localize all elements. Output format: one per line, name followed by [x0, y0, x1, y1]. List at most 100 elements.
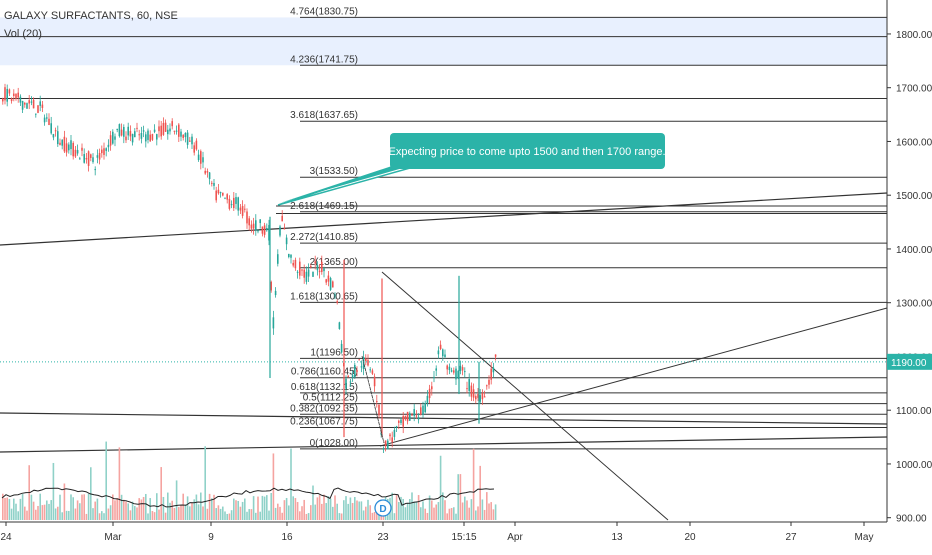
candle-body	[61, 139, 63, 146]
candle-body	[63, 136, 66, 152]
volume-bar	[184, 504, 187, 520]
candle-body	[488, 379, 490, 385]
candle-body	[48, 118, 50, 126]
volume-bar	[26, 510, 28, 520]
volume-bar	[270, 492, 272, 520]
candle-body	[103, 148, 105, 155]
volume-bar	[200, 492, 202, 520]
volume-bar	[169, 502, 171, 520]
candle-body	[360, 366, 363, 368]
volume-bar	[285, 497, 288, 520]
candle-body	[35, 113, 37, 115]
volume-bar	[43, 504, 46, 520]
fib-level-label: 1(1196.50)	[310, 347, 358, 358]
volume-bar	[266, 495, 268, 520]
volume-bar	[343, 500, 345, 520]
candle-body	[424, 403, 426, 413]
volume-bar	[19, 498, 22, 520]
candle-body	[208, 172, 211, 180]
volume-bar	[171, 500, 173, 520]
y-tick-label: 900.00	[896, 514, 927, 525]
volume-bar	[103, 513, 105, 520]
volume-bar	[488, 503, 490, 520]
volume-bar	[470, 499, 473, 520]
x-tick-label: 9	[208, 532, 214, 543]
volume-bar	[83, 494, 85, 520]
volume-bar	[158, 509, 160, 520]
volume-bar	[149, 498, 151, 520]
candle-body	[15, 93, 17, 99]
candle-body	[433, 376, 435, 378]
candle-body	[125, 136, 127, 141]
x-tick-label: 20	[684, 532, 696, 543]
fib-swing-path	[361, 355, 385, 444]
volume-bar	[241, 501, 244, 520]
candle-body	[486, 385, 488, 387]
y-tick-label: 1800.00	[896, 30, 932, 41]
volume-bar	[15, 503, 17, 520]
x-tick-label: Apr	[507, 532, 523, 543]
volume-bar	[358, 501, 360, 520]
volume-label: Vol (20)	[4, 28, 42, 40]
candle-body	[109, 135, 112, 146]
candle-body	[257, 230, 259, 232]
volume-bar	[195, 494, 198, 520]
volume-bar	[345, 496, 347, 520]
trend-line-rising	[379, 307, 888, 447]
volume-bar	[129, 510, 132, 520]
candle-body	[136, 127, 138, 129]
volume-bar	[109, 505, 112, 520]
volume-bar	[70, 494, 72, 520]
candle-body	[76, 149, 79, 154]
candle-body	[477, 393, 479, 398]
volume-bar	[79, 503, 81, 520]
volume-bar	[118, 447, 121, 520]
volume-bar	[39, 493, 41, 520]
volume-bar	[257, 496, 259, 520]
volume-bar	[371, 512, 374, 520]
candle-body	[127, 126, 129, 136]
y-tick-label: 1400.00	[896, 245, 932, 256]
volume-bar	[48, 503, 50, 520]
candle-body	[266, 228, 268, 231]
candle-body	[329, 278, 332, 290]
candle-body	[171, 121, 173, 127]
candle-body	[26, 103, 28, 109]
volume-bar	[435, 504, 437, 520]
volume-bar	[6, 497, 8, 520]
candle-body	[250, 224, 253, 229]
y-tick-label: 1700.00	[896, 84, 932, 95]
volume-bar	[356, 500, 358, 520]
candle-body	[272, 317, 275, 329]
candle-body	[453, 370, 455, 373]
candle-body	[426, 395, 429, 404]
volume-bar	[35, 509, 37, 520]
volume-bar	[54, 508, 57, 520]
candle-body	[8, 89, 11, 94]
volume-bar	[466, 500, 468, 520]
candle-body	[19, 96, 22, 103]
volume-bar	[468, 507, 470, 520]
volume-bar	[219, 508, 222, 520]
volume-bar	[347, 503, 349, 520]
candle-body	[455, 368, 457, 380]
x-tick-label: 15:15	[451, 532, 476, 543]
dividend-event-icon[interactable]	[374, 499, 392, 517]
volume-bar	[431, 500, 433, 520]
candle-body	[481, 393, 484, 400]
volume-bar	[483, 509, 486, 520]
candle-body	[230, 204, 233, 206]
candle-body	[301, 269, 303, 271]
volume-bar	[57, 506, 59, 520]
candle-body	[239, 207, 242, 211]
volume-bar	[92, 508, 94, 520]
candle-body	[464, 371, 466, 373]
volume-bar	[360, 501, 363, 520]
volume-bar	[255, 512, 257, 520]
volume-bar	[442, 492, 444, 520]
x-tick-label: 13	[611, 532, 623, 543]
candle-body	[459, 365, 462, 372]
volume-bar	[120, 494, 123, 520]
